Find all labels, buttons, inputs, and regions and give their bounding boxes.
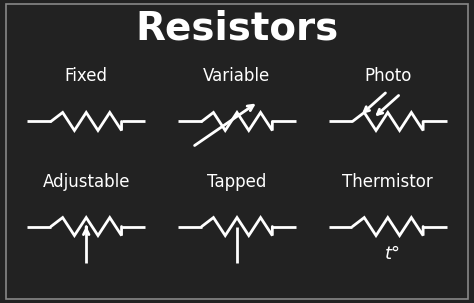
Text: Variable: Variable	[203, 68, 271, 85]
Text: Thermistor: Thermistor	[342, 172, 433, 191]
Text: Tapped: Tapped	[207, 172, 267, 191]
Text: t°: t°	[384, 245, 401, 263]
Text: Fixed: Fixed	[65, 68, 108, 85]
Text: Adjustable: Adjustable	[43, 172, 130, 191]
Text: Resistors: Resistors	[136, 9, 338, 47]
Text: Photo: Photo	[364, 68, 411, 85]
